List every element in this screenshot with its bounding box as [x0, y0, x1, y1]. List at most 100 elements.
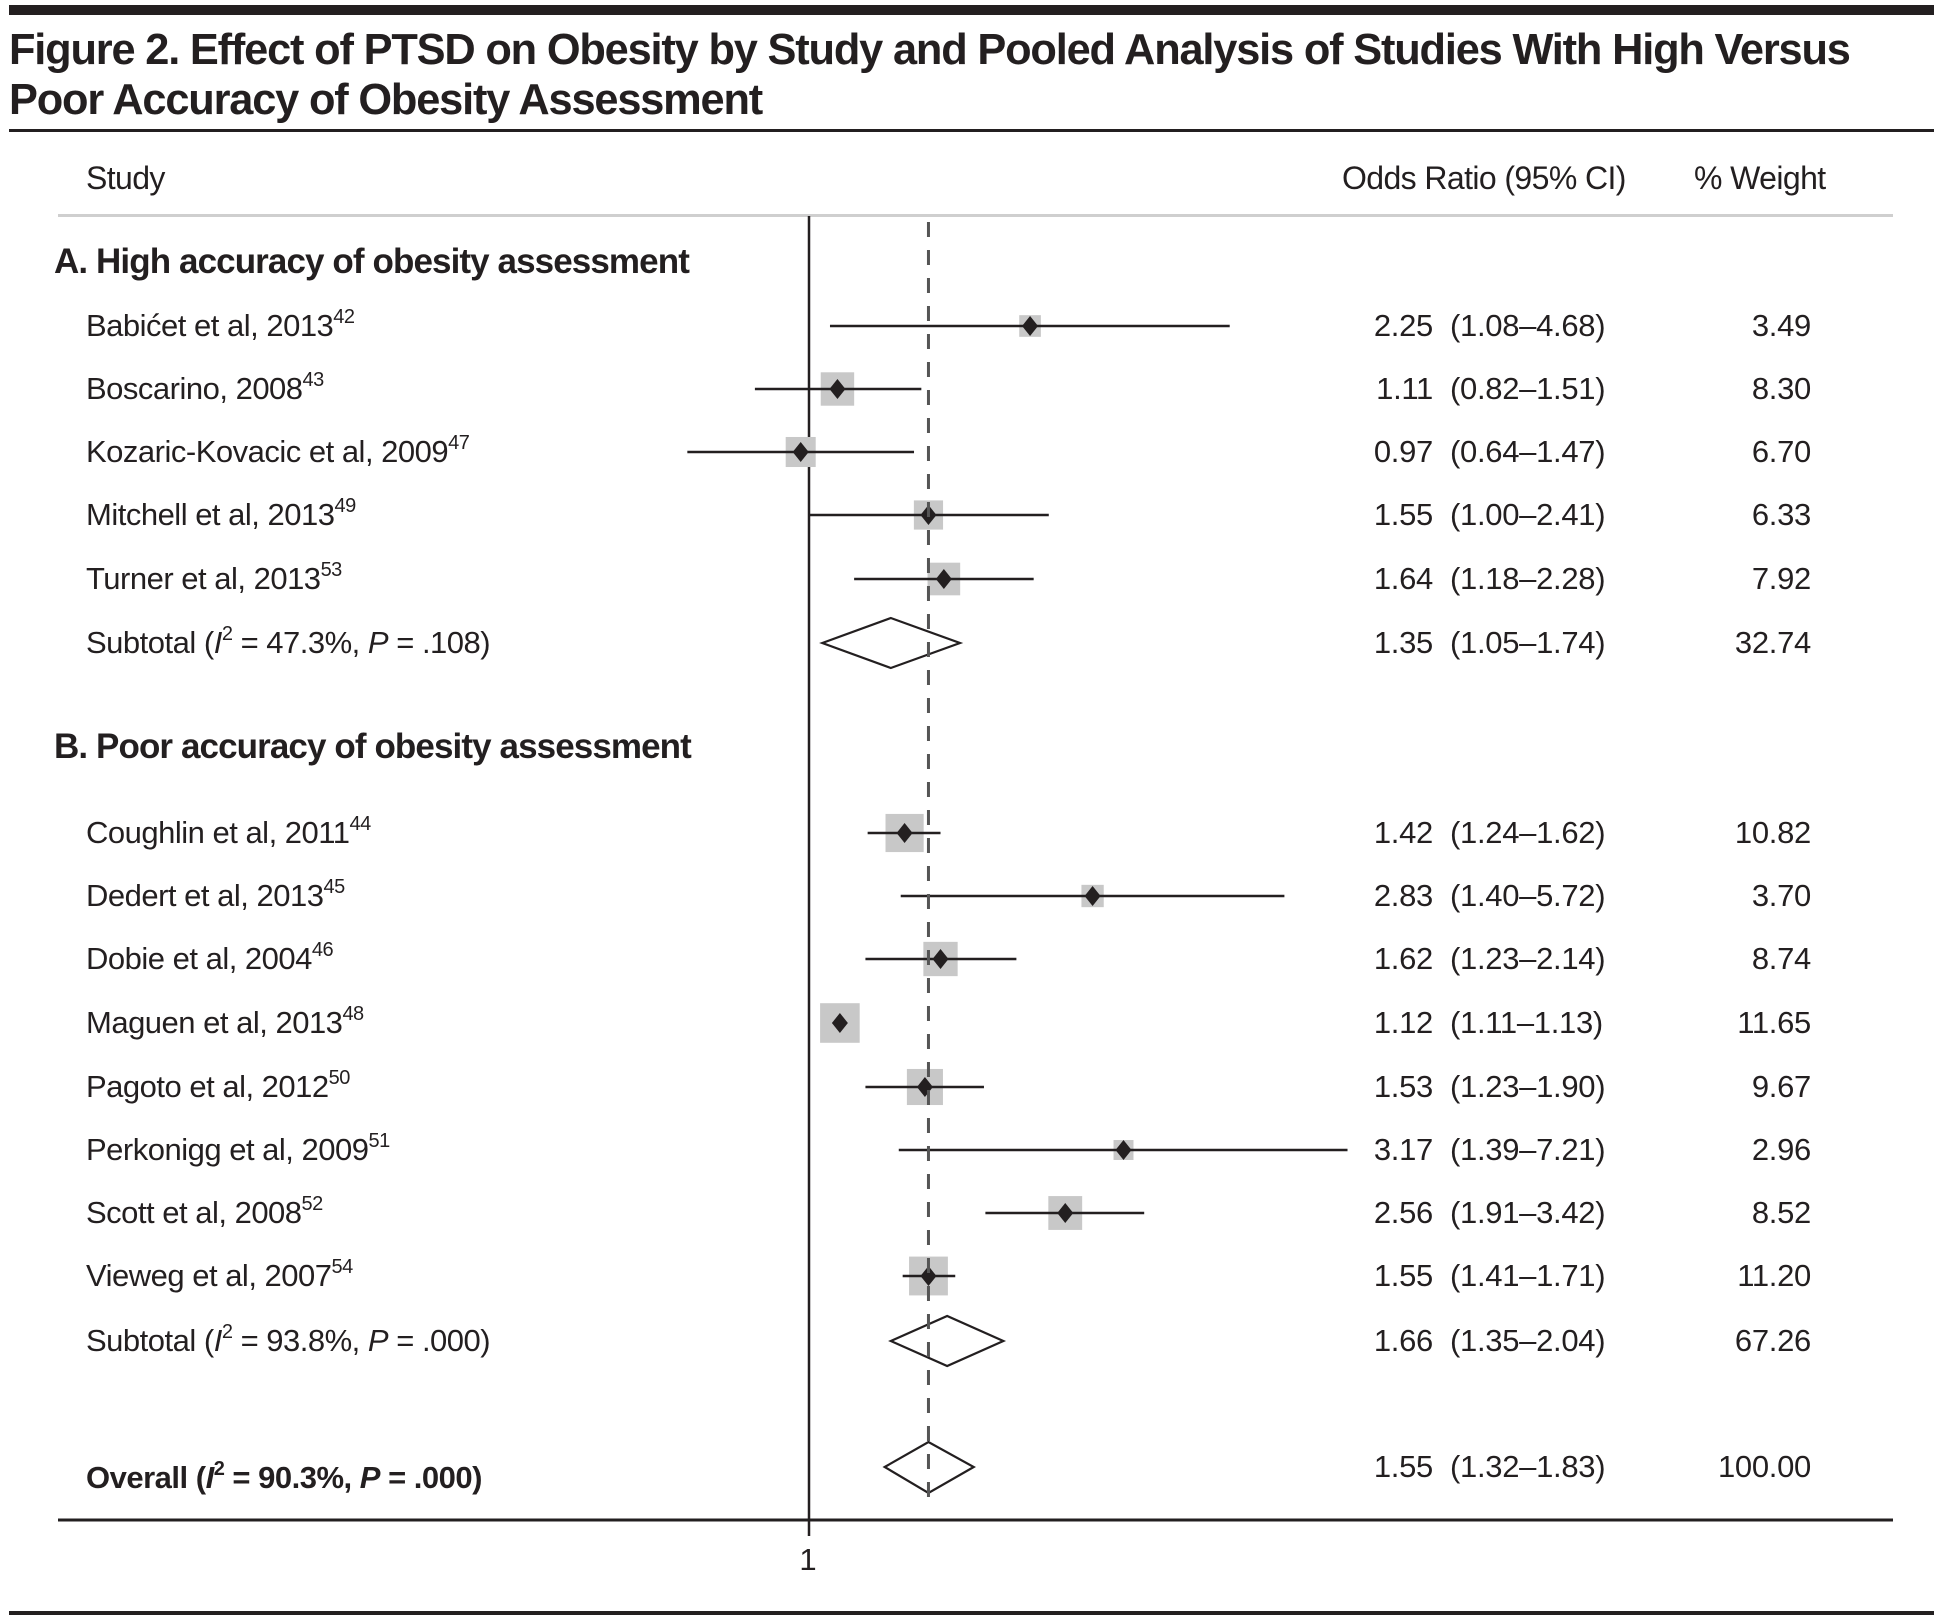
study-reference: 45: [323, 875, 345, 898]
subtotal-odds-ratio: 1.66: [1373, 1323, 1433, 1358]
study-odds-ratio: 1.53: [1373, 1069, 1433, 1104]
p-value: = .000): [388, 1323, 491, 1358]
study-label: Vieweg et al, 200754: [86, 1256, 353, 1296]
i-squared-value: = 90.3%,: [224, 1460, 360, 1495]
study-label: Dobie et al, 200446: [86, 938, 334, 979]
i-squared-superscript: 2: [221, 1320, 233, 1343]
weight-box: [1019, 315, 1041, 337]
subtotal-confidence-interval: (1.35–2.04): [1450, 1323, 1606, 1358]
study-name: Kozaric-Kovacic et al, 2009: [86, 434, 449, 469]
study-reference: 53: [320, 558, 343, 581]
study-weight: 11.20: [1737, 1258, 1811, 1293]
study-label: Dedert et al, 201345: [86, 876, 345, 916]
study-confidence-interval: (1.41–1.71): [1450, 1258, 1606, 1293]
p-symbol: P: [367, 1323, 389, 1358]
point-estimate-marker: [935, 569, 952, 589]
study-name: Turner et al, 2013: [86, 561, 321, 596]
study-label: Boscarino, 200843: [86, 369, 324, 409]
study-label: Maguen et al, 201348: [86, 1003, 364, 1043]
study-confidence-interval: (1.23–1.90): [1450, 1069, 1606, 1104]
study-weight: 9.67: [1751, 1069, 1811, 1104]
overall-confidence-interval: (1.32–1.83): [1450, 1449, 1606, 1484]
point-estimate-marker: [792, 442, 809, 462]
study-confidence-interval: (0.82–1.51): [1450, 371, 1606, 406]
study-confidence-interval: (1.00–2.41): [1450, 497, 1606, 532]
study-reference: 51: [368, 1129, 391, 1152]
study-label: Coughlin et al, 201144: [86, 813, 371, 853]
point-estimate-marker: [1022, 316, 1039, 336]
study-name: Babićet et al, 2013: [86, 308, 334, 343]
figure-title-line-2: Poor Accuracy of Obesity Assessment: [9, 75, 763, 124]
study-odds-ratio: 0.97: [1373, 434, 1433, 469]
i-squared-symbol: I: [205, 1460, 215, 1495]
study-reference: 54: [331, 1255, 354, 1278]
p-symbol: P: [367, 625, 389, 660]
i-squared-symbol: I: [213, 625, 223, 660]
point-estimate-marker: [1057, 1203, 1074, 1223]
subtotal-weight: 67.26: [1734, 1323, 1811, 1358]
point-estimate-marker: [916, 1077, 933, 1097]
study-odds-ratio: 1.55: [1373, 1258, 1433, 1293]
study-name: Scott et al, 2008: [86, 1195, 302, 1230]
i-squared-superscript: 2: [221, 622, 233, 645]
study-reference: 42: [333, 305, 355, 328]
weight-box: [1113, 1140, 1134, 1160]
study-label: Perkonigg et al, 200951: [86, 1130, 390, 1170]
study-label: Scott et al, 200852: [86, 1193, 323, 1233]
study-confidence-interval: (0.64–1.47): [1450, 434, 1606, 469]
study-reference: 50: [328, 1066, 351, 1089]
study-weight: 8.74: [1751, 941, 1811, 976]
i-squared-value: = 93.8%,: [232, 1323, 368, 1358]
study-confidence-interval: (1.40–5.72): [1450, 878, 1606, 913]
weight-box: [913, 500, 944, 530]
weight-box: [820, 1003, 860, 1043]
weight-box: [906, 1068, 943, 1106]
weight-box: [909, 1256, 948, 1296]
weight-box: [785, 436, 816, 468]
top-bar: [9, 5, 1934, 15]
study-name: Vieweg et al, 2007: [86, 1258, 332, 1293]
column-header-study: Study: [86, 160, 165, 196]
section-header: A. High accuracy of obesity assessment: [54, 242, 690, 281]
point-estimate-marker: [829, 379, 846, 399]
study-name: Mitchell et al, 2013: [86, 497, 335, 532]
study-reference: 46: [311, 938, 334, 961]
point-estimate-marker: [920, 505, 937, 525]
study-reference: 48: [342, 1002, 364, 1025]
study-name: Maguen et al, 2013: [86, 1005, 343, 1040]
bottom-rule: [9, 1611, 1934, 1615]
i-squared-value: = 47.3%,: [232, 625, 368, 660]
overall-diamond: [882, 1440, 976, 1495]
point-estimate-marker: [1084, 886, 1101, 906]
study-reference: 44: [349, 812, 371, 835]
column-header-weight: % Weight: [1694, 160, 1826, 196]
point-estimate-marker: [932, 949, 949, 969]
study-name: Pagoto et al, 2012: [86, 1069, 329, 1104]
study-weight: 11.65: [1737, 1005, 1811, 1040]
study-odds-ratio: 1.64: [1373, 561, 1433, 596]
study-odds-ratio: 2.83: [1373, 878, 1433, 913]
point-estimate-marker: [1115, 1140, 1132, 1160]
study-confidence-interval: (1.24–1.62): [1450, 815, 1606, 850]
study-reference: 49: [334, 494, 356, 517]
study-confidence-interval: (1.08–4.68): [1450, 308, 1606, 343]
study-odds-ratio: 1.55: [1373, 497, 1433, 532]
study-odds-ratio: 2.56: [1373, 1195, 1433, 1230]
study-confidence-interval: (1.18–2.28): [1450, 561, 1606, 596]
weight-box: [1081, 884, 1104, 908]
p-value: = .000): [379, 1460, 482, 1495]
study-label: Babićet et al, 201342: [86, 306, 355, 346]
study-odds-ratio: 2.25: [1373, 308, 1433, 343]
subtotal-odds-ratio: 1.35: [1373, 625, 1433, 660]
subtotal-confidence-interval: (1.05–1.74): [1450, 625, 1606, 660]
study-odds-ratio: 1.12: [1373, 1005, 1433, 1040]
study-weight: 3.49: [1751, 308, 1811, 343]
figure-title-line-1: Figure 2. Effect of PTSD on Obesity by S…: [9, 25, 1851, 74]
study-confidence-interval: (1.23–2.14): [1450, 941, 1606, 976]
study-name: Coughlin et al, 2011: [86, 815, 350, 850]
study-label: Turner et al, 201353: [86, 559, 342, 599]
p-value: = .108): [388, 625, 491, 660]
overall-odds-ratio: 1.55: [1373, 1449, 1433, 1484]
study-name: Dobie et al, 2004: [86, 941, 312, 976]
study-reference: 47: [448, 431, 470, 454]
